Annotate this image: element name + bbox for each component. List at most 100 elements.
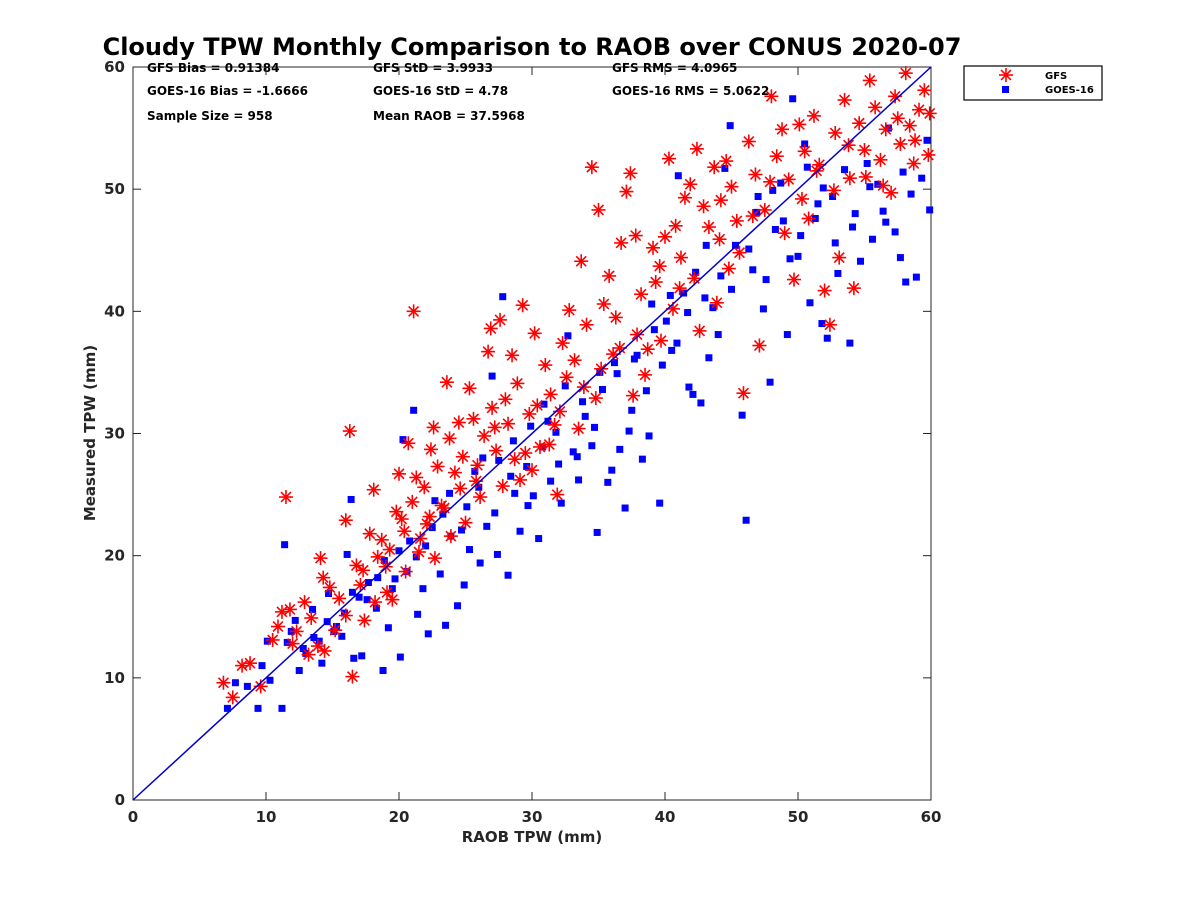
gfs-point [917,83,932,98]
goes-16-point [358,652,366,660]
gfs-point [451,415,466,430]
legend-gfs-label: GFS [1045,71,1067,82]
gfs-point [683,177,698,192]
gfs-point [602,268,617,283]
gfs-point [297,595,312,610]
gfs-point [588,391,603,406]
goes-16-point [529,492,537,500]
goes-16-point [849,223,857,231]
gfs-point [316,570,331,585]
gfs-point [794,191,809,206]
goes-16-point [223,704,231,712]
goes-16-point [460,581,468,589]
goes-16-point [797,232,805,240]
gfs-point [614,235,629,250]
gfs-point [596,297,611,312]
gfs-point [285,636,300,651]
gfs-point [374,532,389,547]
goes-16-point [355,593,363,601]
gfs-point [447,465,462,480]
stat-gfs-rms: GFS RMS = 4.0965 [612,61,737,75]
goes-16-point [564,332,572,340]
gfs-point [394,512,409,527]
gfs-point [752,338,767,353]
goes-16-point [527,422,535,430]
gfs-point [462,381,477,396]
gfs-point [507,452,522,467]
gfs-point [522,406,537,421]
gfs-point [673,250,688,265]
gfs-point [481,344,496,359]
goes-16-point [396,653,404,661]
goes-16-point [616,445,624,453]
gfs-point [822,317,837,332]
gfs-point [921,147,936,162]
legend-goes-label: GOES-16 [1045,85,1094,96]
goes-16-point [348,588,356,596]
gfs-point [357,613,372,628]
gfs-point [362,526,377,541]
goes-16-point [658,361,666,369]
gfs-point [912,102,927,117]
stat-goes-std: GOES-16 StD = 4.78 [373,84,508,98]
goes-16-point [846,339,854,347]
gfs-point [392,466,406,481]
series-goes-16 [223,95,934,712]
goes-16-point [841,166,849,174]
gfs-point [764,89,779,104]
goes-16-point [347,495,355,503]
goes-16-point [701,294,709,302]
gfs-point [628,228,643,243]
gfs-point [515,298,530,313]
goes-16-point [263,637,271,645]
goes-16-point [523,462,531,470]
goes-16-point [831,239,839,247]
goes-16-point [907,190,915,198]
gfs-point [719,154,734,169]
goes-16-point [863,160,871,168]
gfs-point [712,232,727,247]
y-tick-label: 50 [104,180,125,198]
goes-16-point [561,382,569,390]
goes-16-point [926,206,934,214]
goes-16-point [493,550,501,558]
gfs-point [724,179,739,194]
gfs-point [608,310,623,325]
goes-16-point [299,645,307,653]
gfs-point [510,376,525,391]
goes-16-point [786,255,794,263]
goes-16-point [491,509,499,517]
gfs-point [406,304,421,319]
gfs-point [216,675,231,690]
gfs-point [525,463,539,478]
goes-16-point [428,524,436,532]
gfs-point [701,220,716,235]
x-tick-label: 20 [389,808,410,826]
gfs-point [559,370,574,385]
goes-16-point [254,704,262,712]
goes-16-point [668,346,676,354]
goes-16-point [714,331,722,339]
goes-16-point [281,541,289,549]
gfs-point [530,398,545,413]
gfs-point [792,117,807,132]
gfs-point [640,342,655,357]
goes-16-point [689,390,697,398]
gfs-point [501,416,516,431]
goes-16-point [645,432,653,440]
goes-16-point [613,370,621,378]
gfs-point [721,261,736,276]
stat-gfs-std: GFS StD = 3.9933 [373,61,493,75]
goes-16-point [579,398,587,406]
goes-16-point [610,359,618,367]
goes-16-point [516,527,524,535]
goes-16-point [731,241,739,249]
gfs-point [301,647,316,662]
gfs-point [741,134,756,149]
goes-16-point [823,334,831,342]
gfs-point [542,437,557,452]
goes-16-point [656,499,664,507]
gfs-point [745,209,760,224]
goes-16-point [769,186,777,194]
